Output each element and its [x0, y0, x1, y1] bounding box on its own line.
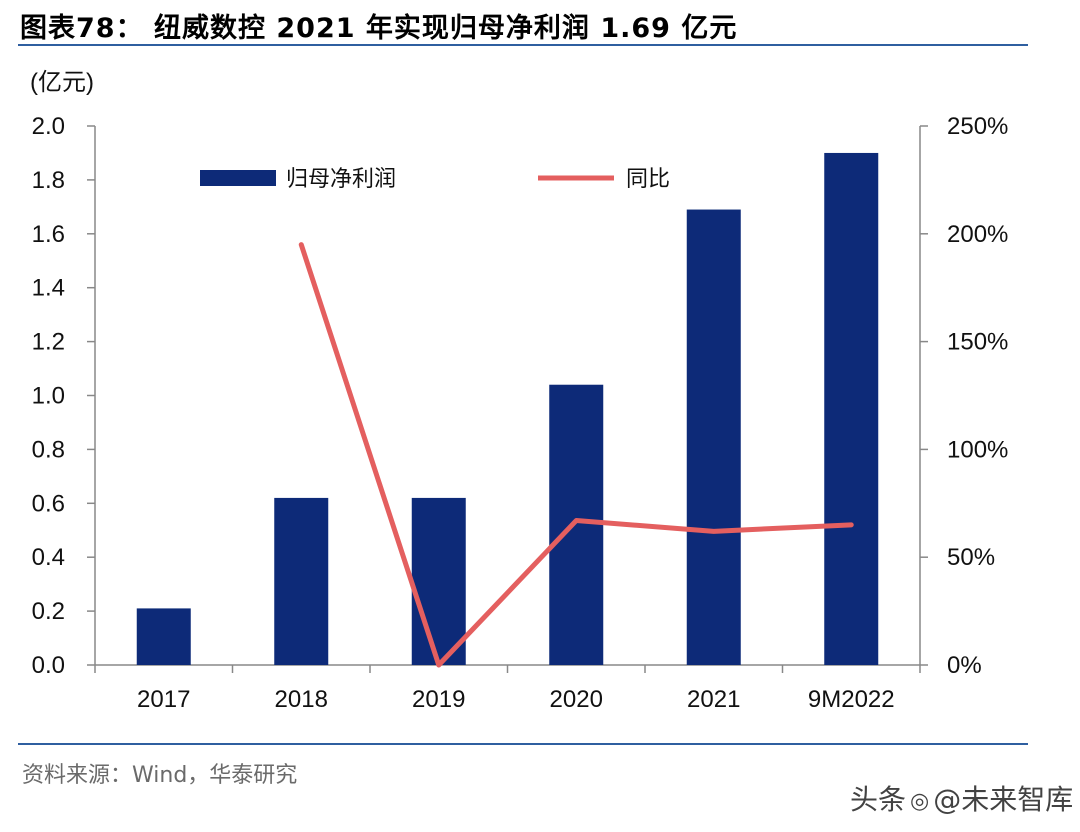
y-tick-label: 0.6	[32, 490, 65, 517]
y-tick-label: 1.8	[32, 167, 65, 194]
axis-labels: 0.0 0.2 0.4 0.6 0.8 1.0 1.2 1.4 1.6 1.8 2.0 (亿元) 0% 5…	[30, 69, 1008, 713]
x-tick-label: 9M2022	[808, 686, 895, 713]
y2-tick-label: 0%	[947, 652, 982, 679]
bar	[274, 497, 329, 665]
chart-title: 图表78： 纽威数控 2021 年实现归母净利润 1.69 亿元	[20, 13, 738, 44]
y-tick-label: 0.8	[32, 436, 65, 463]
bar	[686, 209, 741, 666]
line-series	[298, 242, 854, 668]
axes-layer	[87, 125, 928, 673]
y2-tick-label: 250%	[947, 113, 1008, 140]
x-tick-label: 2018	[275, 686, 328, 713]
y2-tick-label: 100%	[947, 436, 1008, 463]
y-tick-label: 1.6	[32, 221, 65, 248]
bar	[136, 608, 191, 665]
legend-swatch-bar	[200, 170, 276, 186]
x-tick-label: 2021	[687, 686, 740, 713]
y-tick-label: 2.0	[32, 113, 65, 140]
y-tick-label: 1.0	[32, 383, 65, 410]
y-tick-label: 1.4	[32, 275, 65, 302]
wechat-icon: ◎	[910, 788, 930, 814]
y-axis-label: (亿元)	[30, 69, 94, 96]
source-note: 资料来源：Wind，华泰研究	[22, 763, 298, 788]
y-tick-label: 0.0	[32, 652, 65, 679]
watermark-suffix: @未来智库	[933, 783, 1074, 816]
bar	[411, 497, 466, 665]
x-tick-label: 2019	[412, 686, 465, 713]
footer-divider	[18, 743, 1028, 745]
x-tick-label: 2017	[137, 686, 190, 713]
watermark-prefix: 头条	[850, 783, 907, 816]
y2-tick-label: 200%	[947, 221, 1008, 248]
bar-series	[136, 152, 879, 666]
bar	[549, 384, 604, 665]
legend-label-bar: 归母净利润	[286, 167, 396, 192]
bar	[824, 152, 879, 665]
y2-tick-label: 50%	[947, 544, 995, 571]
legend: 归母净利润 同比	[200, 167, 670, 192]
y2-tick-label: 150%	[947, 329, 1008, 356]
watermark: 头条 ◎ @未来智库	[850, 778, 1073, 818]
y-tick-label: 1.2	[32, 329, 65, 356]
y-tick-label: 0.4	[32, 544, 65, 571]
combo-chart: 0.0 0.2 0.4 0.6 0.8 1.0 1.2 1.4 1.6 1.8 2.0 (亿元) 0% 5…	[30, 69, 1008, 713]
y-tick-label: 0.2	[32, 598, 65, 625]
title-divider	[18, 44, 1028, 46]
x-tick-label: 2020	[550, 686, 603, 713]
legend-label-line: 同比	[626, 167, 670, 192]
